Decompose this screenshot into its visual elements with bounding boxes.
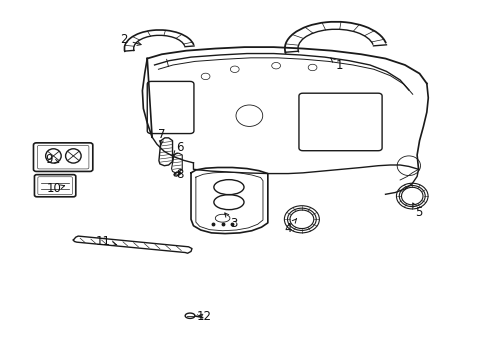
Text: 6: 6 — [173, 141, 183, 155]
Text: 4: 4 — [284, 219, 296, 235]
Text: 3: 3 — [224, 213, 237, 230]
Text: 12: 12 — [197, 310, 212, 323]
Text: 10: 10 — [46, 183, 64, 195]
Text: 1: 1 — [330, 58, 343, 72]
Text: 5: 5 — [412, 203, 422, 219]
Text: 8: 8 — [176, 168, 183, 181]
Text: 7: 7 — [158, 128, 165, 145]
Text: 11: 11 — [96, 235, 116, 248]
Text: 2: 2 — [120, 33, 141, 46]
Text: 9: 9 — [45, 153, 59, 166]
